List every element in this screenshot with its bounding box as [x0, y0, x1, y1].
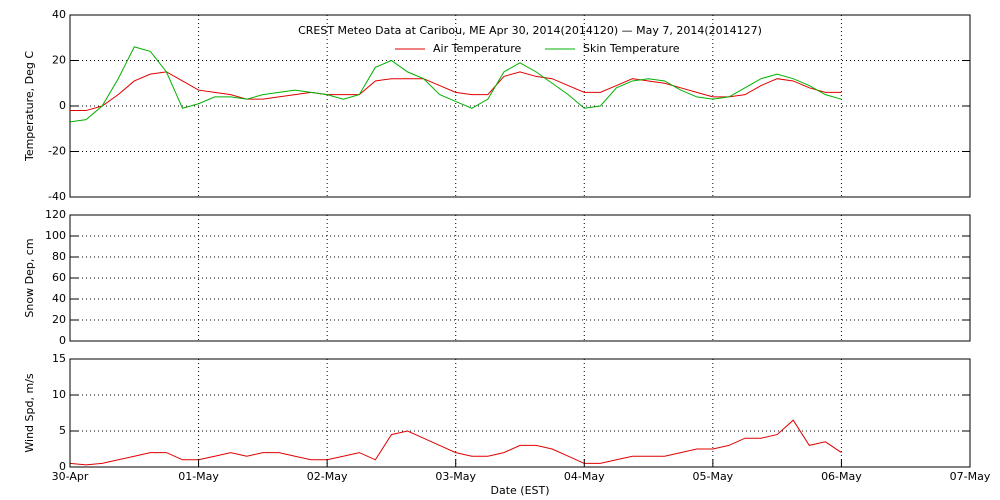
y-tick-label: 20	[52, 54, 66, 67]
y-tick-label: 0	[59, 460, 66, 473]
plot-frame	[69, 14, 971, 198]
x-tick-label: 30-Apr	[52, 470, 89, 483]
x-tick-label: 03-May	[435, 470, 476, 483]
x-tick-label: 01-May	[178, 470, 219, 483]
y-tick-label: -40	[48, 190, 66, 203]
series-line	[69, 46, 842, 123]
y-tick-label: 40	[52, 8, 66, 21]
y-tick-label: 80	[52, 250, 66, 263]
plot-frame	[69, 214, 971, 342]
x-tick-label: 06-May	[821, 470, 862, 483]
y-tick-label: 5	[59, 424, 66, 437]
y-tick-label: 0	[59, 99, 66, 112]
chart-title: CREST Meteo Data at Caribou, ME Apr 30, …	[298, 24, 762, 37]
x-tick-label: 04-May	[564, 470, 605, 483]
series-line	[70, 71, 842, 112]
y-tick-label: 20	[52, 313, 66, 326]
y-tick-label: -20	[48, 145, 66, 158]
y-tick-label: 120	[45, 208, 66, 221]
y-axis-label: Wind Spd, m/s	[23, 373, 36, 453]
x-axis-label: Date (EST)	[490, 484, 549, 497]
y-tick-label: 15	[52, 352, 66, 365]
series-line	[69, 419, 842, 466]
x-tick-label: 05-May	[692, 470, 733, 483]
x-tick-label: 07-May	[950, 470, 991, 483]
legend-label: Skin Temperature	[583, 42, 680, 55]
legend-label: Air Temperature	[433, 42, 522, 55]
y-tick-label: 60	[52, 271, 66, 284]
x-tick-label: 02-May	[307, 470, 348, 483]
y-tick-label: 40	[52, 292, 66, 305]
y-tick-label: 100	[45, 229, 66, 242]
y-tick-label: 0	[59, 334, 66, 347]
y-axis-label: Snow Dep, cm	[23, 238, 36, 317]
y-tick-label: 10	[52, 388, 66, 401]
y-axis-label: Temperature, Deg C	[23, 51, 36, 162]
plot-frame	[69, 358, 971, 468]
